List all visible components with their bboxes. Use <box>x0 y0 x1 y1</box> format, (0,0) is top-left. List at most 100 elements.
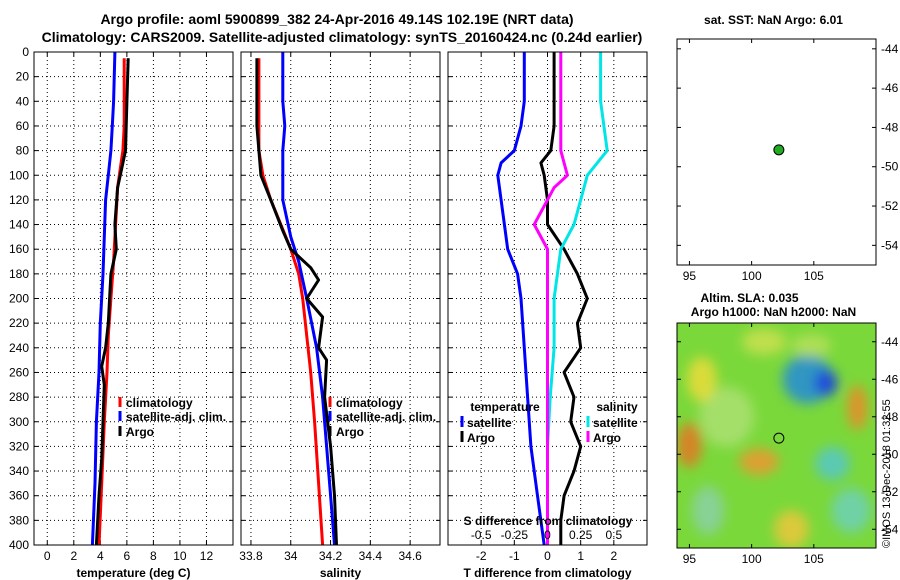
x-tick-label: 95 <box>683 269 697 283</box>
heatmap-blob <box>691 486 725 535</box>
heatmap-blob <box>699 386 755 447</box>
y-tick-label: -48 <box>881 120 899 134</box>
x-axis-label: salinity <box>320 566 362 580</box>
x-tick-label: 100 <box>742 269 762 283</box>
series-line-temperature-argo <box>539 52 589 545</box>
y-tick-label: 360 <box>9 489 29 503</box>
x-tick-label: -1 <box>509 549 520 563</box>
argo-position-marker <box>773 144 785 156</box>
series-line-temperature-satellite <box>496 52 546 546</box>
x-tick-label: -2 <box>476 549 487 563</box>
map-frame <box>676 38 877 266</box>
y-tick-label: 280 <box>9 390 29 404</box>
series-line-satellite-adj-clim- <box>281 52 336 546</box>
figure-title-line1: Argo profile: aoml 5900899_382 24-Apr-20… <box>100 11 573 27</box>
x-tick-label: 95 <box>683 552 697 566</box>
x-tick-label: 100 <box>742 552 762 566</box>
map-frame <box>676 322 877 549</box>
x-tick-label: 1 <box>577 549 584 563</box>
y-tick-label: 380 <box>9 513 29 527</box>
heatmap-blob <box>677 422 702 468</box>
s-tick-label: 0.5 <box>605 528 622 542</box>
series-line-climatology <box>257 58 325 546</box>
map-title: Argo h1000: NaN h2000: NaN <box>691 305 856 319</box>
x-tick-label: 33.8 <box>239 549 263 563</box>
y-tick-label: 400 <box>9 538 29 552</box>
plot-frame <box>240 51 441 546</box>
legend-label: Argo <box>467 431 495 445</box>
legend-label: climatology <box>336 396 403 410</box>
y-tick-label: 260 <box>9 365 29 379</box>
y-tick-label: -52 <box>881 199 899 213</box>
series-line-argo <box>94 58 130 546</box>
plot-frame <box>447 51 648 546</box>
difference-panel: -2 -1 0 1 2 T difference from climatology -0.5… <box>447 51 648 580</box>
imos-watermark: ©IMOS 13-Dec-2018 01:32:55 <box>881 399 893 548</box>
x-tick-label: 6 <box>124 549 131 563</box>
x-tick-label: 10 <box>173 549 187 563</box>
y-tick-label: -50 <box>881 447 899 461</box>
y-tick-label: 20 <box>16 70 30 84</box>
heatmap-blob <box>815 446 850 481</box>
plot-frame <box>33 51 234 546</box>
y-tick-label: -46 <box>881 81 899 95</box>
legend-label: Argo <box>336 425 364 439</box>
y-tick-label: -54 <box>881 238 899 252</box>
legend-salinity-title: salinity <box>596 400 638 414</box>
heatmap-blob <box>791 334 832 357</box>
legend-label: satellite-adj. clim. <box>126 410 226 424</box>
heatmap-blob <box>815 369 838 397</box>
x-tick-label: 8 <box>150 549 157 563</box>
s-axis-label: S difference from climatology <box>464 514 633 528</box>
y-tick-label: 340 <box>9 464 29 478</box>
y-tick-label: 0 <box>22 45 29 59</box>
heatmap-blob <box>831 488 872 533</box>
legend-label: satellite <box>467 416 512 430</box>
x-axis-label: temperature (deg C) <box>76 566 190 580</box>
y-tick-label: 300 <box>9 415 29 429</box>
map-title: Altim. SLA: 0.035 <box>700 291 798 305</box>
x-tick-label: 12 <box>200 549 214 563</box>
s-tick-label: -0.25 <box>501 528 529 542</box>
x-tick-label: 105 <box>804 552 824 566</box>
heatmap-blob <box>686 356 717 402</box>
series-line-satellite-adj-clim- <box>90 51 117 546</box>
y-tick-label: 320 <box>9 439 29 453</box>
legend-label: Argo <box>126 425 154 439</box>
series-line-salinity-argo <box>532 52 569 545</box>
y-tick-label: 140 <box>9 218 29 232</box>
x-tick-label: 34.2 <box>319 549 343 563</box>
x-tick-label: 4 <box>97 549 104 563</box>
x-tick-label: 0 <box>44 549 51 563</box>
heatmap-blob <box>847 384 868 430</box>
y-tick-label: -50 <box>881 160 899 174</box>
y-tick-label: -44 <box>881 335 899 349</box>
y-tick-label: 220 <box>9 316 29 330</box>
heatmap-blob <box>774 510 809 548</box>
y-tick-label: 60 <box>16 119 30 133</box>
x-tick-label: 34 <box>284 549 298 563</box>
x-tick-label: 34.4 <box>359 549 383 563</box>
y-tick-label: 80 <box>16 144 30 158</box>
y-tick-label: 200 <box>9 292 29 306</box>
legend-label: Argo <box>593 431 621 445</box>
y-tick-label: 180 <box>9 267 29 281</box>
legend-label: climatology <box>126 396 193 410</box>
x-axis-label: T difference from climatology <box>463 566 631 580</box>
x-tick-label: 105 <box>804 269 824 283</box>
y-tick-label: 240 <box>9 341 29 355</box>
map-title: sat. SST: NaN Argo: 6.01 <box>704 13 843 27</box>
temperature-panel: 0 2 4 6 8 10 120204060801001201401601802002202… <box>9 45 234 580</box>
s-tick-label: -0.5 <box>471 528 492 542</box>
x-tick-label: 34.6 <box>398 549 422 563</box>
salinity-panel: 33.8 34 34.2 34.4 34.6 salinity climatologysat… <box>239 51 441 580</box>
y-tick-label: 120 <box>9 193 29 207</box>
legend-label: satellite-adj. clim. <box>336 410 436 424</box>
legend-label: satellite <box>593 416 638 430</box>
x-tick-label: 2 <box>70 549 77 563</box>
heatmap-blob <box>739 448 779 475</box>
y-tick-label: 100 <box>9 168 29 182</box>
heatmap-field <box>677 328 872 548</box>
